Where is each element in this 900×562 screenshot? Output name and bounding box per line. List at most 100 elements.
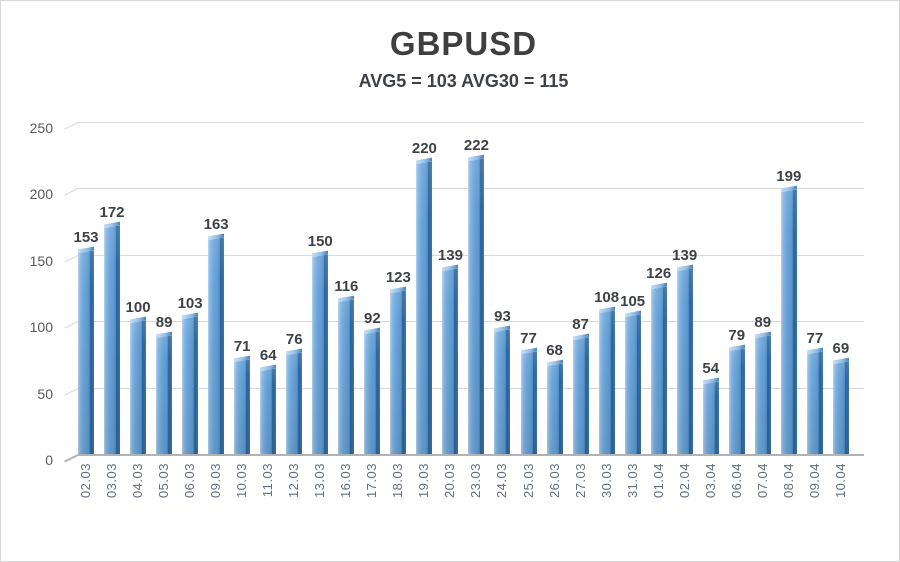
bar <box>832 362 849 454</box>
bar-value-label: 77 <box>520 329 537 347</box>
bar-value-label: 93 <box>494 308 511 326</box>
bar-value-label: 153 <box>73 228 99 246</box>
bar-value-label: 69 <box>832 340 850 358</box>
bar <box>624 314 641 454</box>
bar <box>156 335 173 454</box>
bar <box>780 189 797 454</box>
y-axis-tick-label: 100 <box>29 319 53 336</box>
bar <box>494 330 511 454</box>
bar-value-label: 103 <box>177 295 203 313</box>
bar <box>806 351 823 454</box>
bar <box>546 363 563 454</box>
gridline-depth-stub <box>64 454 79 463</box>
bar <box>182 317 199 454</box>
x-axis-category-label: 12.03 <box>286 463 302 499</box>
x-axis-category-label: 06.03 <box>182 463 198 499</box>
bar-value-label: 150 <box>307 232 333 250</box>
x-axis-category-label: 31.03 <box>624 463 640 499</box>
chart-subtitle: AVG5 = 103 AVG30 = 115 <box>358 71 569 91</box>
bar <box>390 290 407 454</box>
x-axis-category-label: 16.03 <box>338 463 354 499</box>
gridline <box>77 122 864 123</box>
x-axis-category-label: 03.04 <box>702 463 718 499</box>
bar-value-label: 116 <box>334 277 359 295</box>
y-axis-tick-label: 250 <box>29 120 53 136</box>
y-axis-tick-label: 50 <box>37 385 53 402</box>
bar <box>650 286 667 454</box>
x-axis-category-label: 09.04 <box>806 463 822 499</box>
bar <box>676 269 693 454</box>
gridline-depth-stub <box>64 321 79 329</box>
x-axis-category-label: 25.03 <box>520 463 536 499</box>
bar-value-label: 87 <box>572 316 589 334</box>
bar <box>598 310 615 454</box>
x-axis-category-label: 20.03 <box>442 463 458 499</box>
x-axis-category-label: 05.03 <box>156 463 172 499</box>
bar <box>728 349 745 454</box>
x-axis-category-label: 24.03 <box>494 463 510 499</box>
gridline-depth-stub <box>64 122 79 130</box>
bar-value-label: 123 <box>385 268 411 286</box>
x-axis-category-label: 01.04 <box>650 463 666 499</box>
y-axis-tick-label: 150 <box>29 252 53 269</box>
bar <box>78 250 94 454</box>
bar-value-label: 126 <box>646 264 672 282</box>
bar <box>468 159 485 454</box>
x-axis-category-label: 02.04 <box>676 463 692 499</box>
gridline-depth-stub <box>64 188 79 196</box>
x-axis-category-label: 19.03 <box>416 463 432 499</box>
y-axis-tick-label: 200 <box>29 186 53 203</box>
x-axis-category-label: 10.03 <box>234 463 250 499</box>
x-axis-category-label: 10.04 <box>832 463 848 499</box>
bar-value-label: 54 <box>702 360 720 378</box>
chart-title: GBPUSD <box>389 25 538 62</box>
bar <box>442 269 459 454</box>
bar-value-label: 163 <box>203 215 229 233</box>
gridline-depth-stub <box>64 254 79 263</box>
bar-value-label: 139 <box>672 247 698 265</box>
x-axis-category-label: 26.03 <box>546 463 562 499</box>
bar-value-label: 222 <box>463 137 489 155</box>
bar-value-label: 79 <box>728 327 746 345</box>
bar-value-label: 68 <box>546 341 563 359</box>
gridline <box>77 454 864 456</box>
bar-value-label: 89 <box>155 313 173 331</box>
x-axis-category-label: 06.04 <box>728 463 744 499</box>
bar <box>520 351 537 454</box>
y-axis-tick-label: 0 <box>45 452 53 468</box>
bar <box>104 225 121 454</box>
bar <box>364 331 381 454</box>
bar-value-label: 77 <box>806 329 824 347</box>
bar-value-label: 105 <box>620 292 646 310</box>
bar-value-label: 172 <box>99 203 125 221</box>
bar-value-label: 100 <box>125 299 151 317</box>
x-axis-category-label: 23.03 <box>468 463 484 499</box>
bar <box>312 254 329 454</box>
bar <box>416 161 433 454</box>
x-axis-category-label: 03.03 <box>104 463 120 499</box>
bar-value-label: 64 <box>259 347 277 364</box>
x-axis-category-label: 11.03 <box>260 463 276 498</box>
x-axis-category-label: 09.03 <box>208 463 224 499</box>
bar <box>130 321 147 454</box>
bar <box>754 335 771 454</box>
x-axis-category-label: 18.03 <box>390 463 406 499</box>
gridline-depth-stub <box>64 387 79 396</box>
bar <box>702 382 719 454</box>
bar-value-label: 76 <box>285 331 303 349</box>
bar-value-label: 92 <box>363 309 381 327</box>
bar <box>572 338 589 454</box>
bar <box>208 237 225 454</box>
x-axis-category-label: 30.03 <box>598 463 614 499</box>
bar-value-label: 199 <box>776 167 802 185</box>
bar <box>234 359 251 454</box>
bar <box>260 369 277 454</box>
x-axis-category-label: 04.03 <box>130 463 146 499</box>
bar-value-label: 71 <box>233 337 251 355</box>
bar <box>286 353 303 454</box>
bar <box>338 299 355 454</box>
x-axis-category-label: 07.04 <box>754 463 770 499</box>
bar-value-label: 89 <box>754 313 772 331</box>
